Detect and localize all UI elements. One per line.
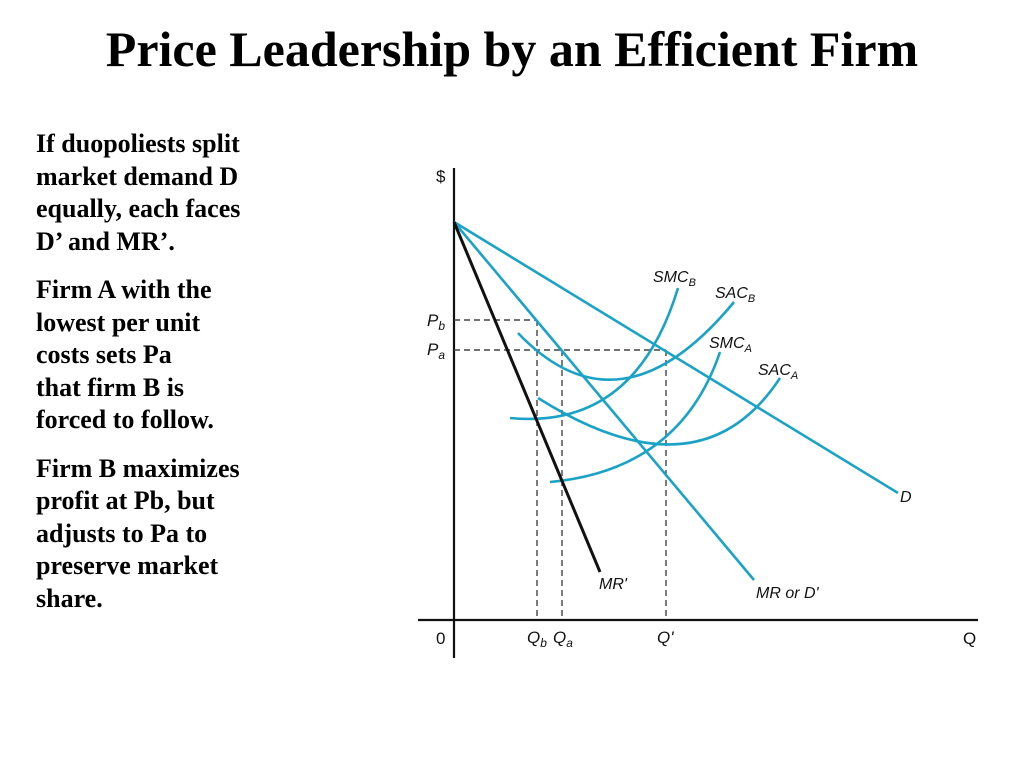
sac-b-label-sub: B bbox=[748, 293, 755, 305]
sac-b-label: SACB bbox=[715, 285, 755, 305]
smc-b-label-main: SMC bbox=[653, 269, 689, 286]
paragraph-firm-b-adjusts: Firm B maximizes profit at Pb, but adjus… bbox=[36, 453, 240, 613]
sac-a-label: SACA bbox=[758, 362, 798, 382]
paragraph-split-demand: If duopoliests split market demand D equ… bbox=[36, 129, 241, 256]
mr-or-d-prime-label: MR or D' bbox=[756, 585, 820, 602]
demand-curve-d bbox=[453, 220, 899, 495]
sac-b-curve bbox=[517, 301, 736, 382]
pa-label-sub: a bbox=[438, 348, 445, 362]
smc-a-label-main: SMC bbox=[709, 335, 745, 352]
qa-label-sub: a bbox=[566, 636, 573, 650]
smc-a-label-sub: A bbox=[744, 343, 752, 355]
qa-label-main: Q bbox=[553, 628, 566, 647]
sac-a-label-main: SAC bbox=[758, 362, 791, 379]
paragraph-firm-a-sets-price: Firm A with the lowest per unit costs se… bbox=[36, 275, 214, 434]
page-title: Price Leadership by an Efficient Firm bbox=[105, 21, 919, 77]
smc-b-label-sub: B bbox=[689, 277, 696, 289]
qb-label-main: Q bbox=[527, 628, 540, 647]
x-axis-label: Q bbox=[963, 629, 976, 648]
smc-a-label: SMCA bbox=[709, 335, 752, 355]
explanation-text: If duopoliests split market demand D equ… bbox=[36, 128, 326, 631]
pb-label: Pb bbox=[427, 311, 445, 333]
qb-label: Qb bbox=[527, 628, 547, 650]
y-axis-label: $ bbox=[436, 167, 446, 186]
mr-prime-curve bbox=[452, 221, 602, 573]
smc-b-label: SMCB bbox=[653, 269, 696, 289]
origin-label: 0 bbox=[436, 629, 445, 648]
mr-prime-label: MR' bbox=[599, 576, 628, 593]
q-prime-label: Q' bbox=[657, 628, 674, 647]
pb-label-main: P bbox=[427, 311, 439, 330]
sac-a-curve bbox=[537, 377, 782, 446]
qb-label-sub: b bbox=[540, 636, 547, 650]
sac-a-label-sub: A bbox=[790, 370, 798, 382]
smc-b-curve bbox=[509, 287, 680, 421]
qa-label: Qa bbox=[553, 628, 573, 650]
sac-b-label-main: SAC bbox=[715, 285, 748, 302]
pa-label-main: P bbox=[427, 340, 439, 359]
pa-label: Pa bbox=[427, 340, 445, 362]
mr-or-d-prime-curve bbox=[453, 221, 755, 581]
cost-curves bbox=[509, 287, 782, 484]
pb-label-sub: b bbox=[438, 319, 445, 333]
demand-label: D bbox=[900, 489, 912, 506]
